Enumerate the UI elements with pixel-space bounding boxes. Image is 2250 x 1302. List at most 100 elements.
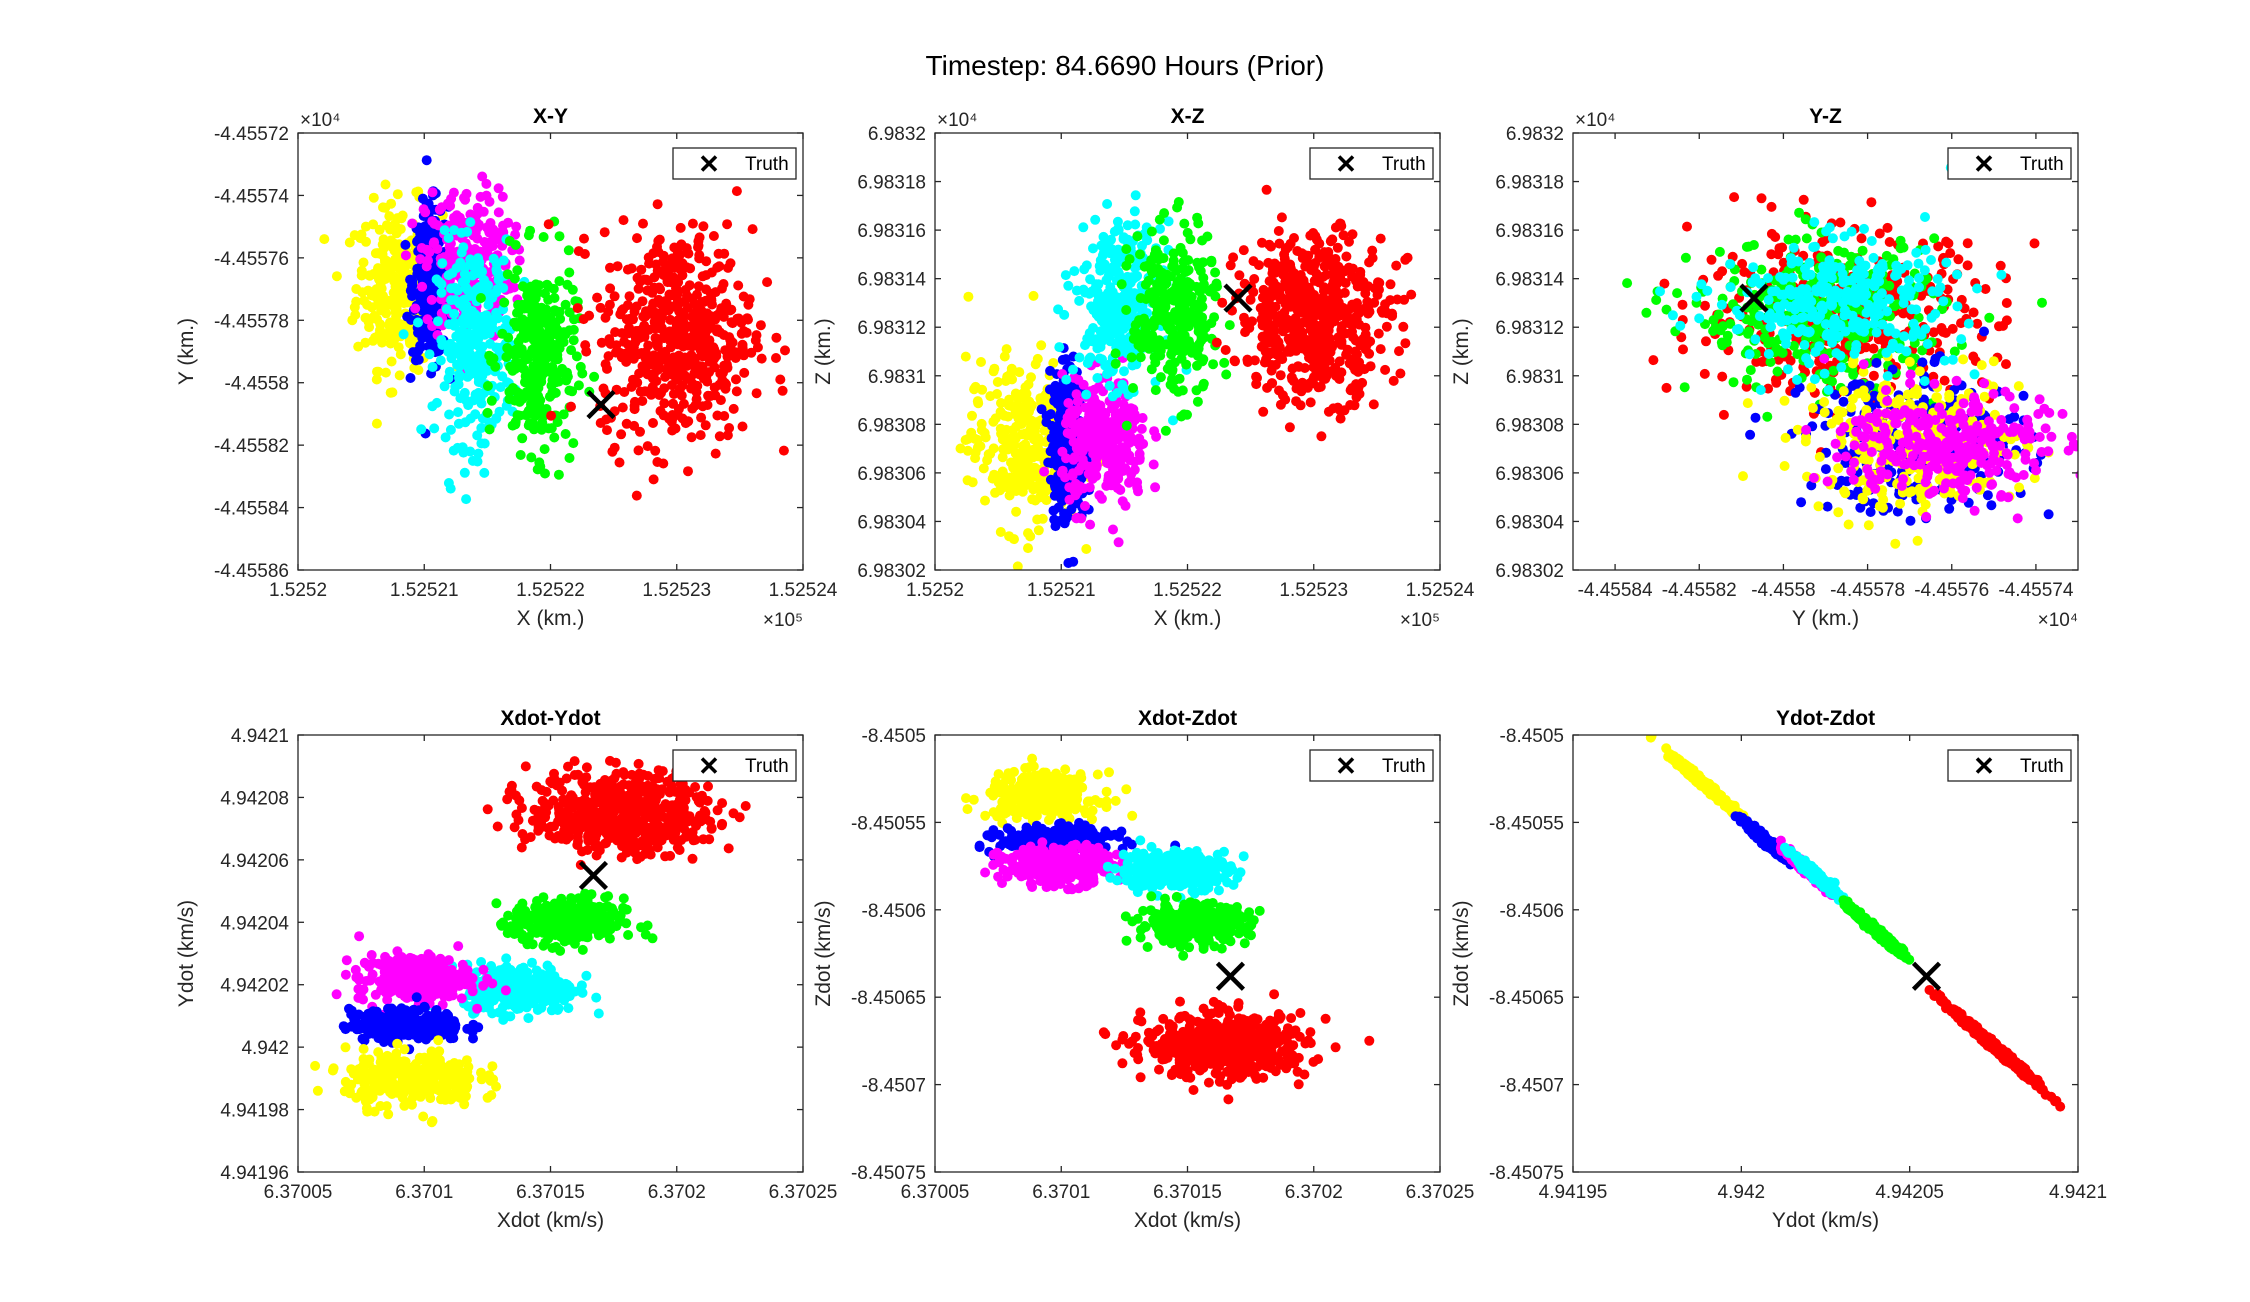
- data-point: [1905, 515, 1916, 526]
- data-point: [552, 354, 563, 365]
- data-point: [1071, 513, 1082, 524]
- data-point: [484, 242, 494, 253]
- y-tick-label: 6.9831: [868, 367, 926, 388]
- data-point: [1221, 369, 1232, 380]
- data-point: [1365, 361, 1376, 372]
- data-point: [528, 335, 539, 345]
- data-point: [1113, 537, 1124, 548]
- data-point: [648, 248, 659, 259]
- data-point: [580, 340, 591, 351]
- y-tick-label: 6.98314: [857, 270, 926, 291]
- data-point: [1182, 409, 1192, 420]
- data-point: [381, 308, 392, 319]
- data-point: [477, 171, 488, 182]
- data-point: [621, 314, 632, 325]
- data-point: [1288, 273, 1299, 284]
- data-point: [1365, 336, 1376, 347]
- data-point: [638, 218, 648, 229]
- data-point: [644, 258, 655, 269]
- data-point: [444, 409, 455, 420]
- data-point: [1979, 326, 1989, 337]
- y-tick-label: -4.45574: [214, 186, 289, 207]
- data-point: [1790, 234, 1801, 245]
- data-point: [1322, 305, 1333, 316]
- data-point: [1827, 376, 1837, 387]
- data-point: [400, 250, 411, 261]
- data-point: [621, 418, 632, 429]
- data-point: [547, 361, 558, 372]
- data-point: [1081, 544, 1092, 554]
- data-point: [1206, 255, 1217, 266]
- data-point: [623, 339, 634, 350]
- data-point: [694, 232, 705, 243]
- data-point: [1273, 226, 1284, 236]
- data-point: [1116, 449, 1127, 460]
- data-point: [462, 338, 473, 348]
- data-point: [1146, 319, 1157, 330]
- data-point: [1056, 467, 1067, 478]
- data-point: [1302, 347, 1313, 358]
- data-point: [554, 231, 565, 242]
- data-point: [633, 326, 644, 337]
- data-point: [423, 341, 434, 352]
- data-point: [483, 280, 494, 291]
- legend-truth: Truth: [1309, 147, 1434, 180]
- data-point: [457, 325, 468, 336]
- data-point: [451, 263, 462, 273]
- data-point: [1346, 383, 1357, 394]
- data-point: [1098, 448, 1109, 459]
- subplot-x-y: 1.5252 1.52521 1.52522 1.52523 1.52524-4.455…: [175, 105, 838, 631]
- data-point: [360, 337, 371, 348]
- data-point: [731, 186, 742, 197]
- data-point: [486, 395, 497, 406]
- data-point: [1287, 363, 1298, 374]
- data-point: [491, 264, 502, 275]
- data-point: [1180, 277, 1191, 288]
- data-point: [629, 400, 640, 411]
- data-point: [1045, 474, 1056, 485]
- data-point: [1367, 245, 1378, 256]
- data-point: [1104, 380, 1115, 391]
- data-point: [514, 255, 525, 266]
- data-point: [1277, 354, 1288, 365]
- data-point: [1014, 448, 1025, 459]
- data-point: [573, 380, 584, 391]
- data-point: [554, 276, 565, 287]
- data-point: [1327, 234, 1338, 245]
- data-point: [658, 410, 669, 421]
- data-point: [970, 453, 981, 464]
- data-point: [1080, 501, 1090, 511]
- data-point: [499, 297, 510, 308]
- data-point: [488, 353, 499, 364]
- data-point: [1054, 342, 1065, 353]
- data-point: [1865, 507, 1876, 517]
- data-point: [616, 305, 627, 316]
- data-point: [677, 329, 688, 340]
- data-point: [395, 349, 406, 360]
- data-point: [521, 284, 532, 294]
- y-tick-label: -4.45578: [214, 311, 289, 332]
- data-point: [683, 248, 694, 259]
- scatter-points: [319, 155, 790, 505]
- data-point: [695, 430, 706, 441]
- data-point: [771, 353, 781, 363]
- data-point: [1756, 264, 1767, 275]
- data-point: [731, 347, 742, 358]
- data-point: [512, 265, 523, 276]
- data-point: [1117, 442, 1127, 453]
- subplot-title: X-Y: [533, 105, 568, 128]
- data-point: [636, 264, 647, 275]
- data-point: [344, 237, 355, 248]
- data-point: [1347, 229, 1358, 240]
- data-point: [708, 231, 719, 241]
- data-point: [1381, 321, 1392, 332]
- data-point: [481, 178, 492, 189]
- data-point: [543, 219, 554, 230]
- data-point: [1120, 384, 1131, 395]
- data-point: [509, 395, 520, 406]
- data-point: [592, 292, 603, 303]
- data-point: [645, 370, 656, 380]
- data-point: [694, 250, 705, 261]
- data-point: [448, 187, 459, 198]
- data-point: [1121, 244, 1132, 255]
